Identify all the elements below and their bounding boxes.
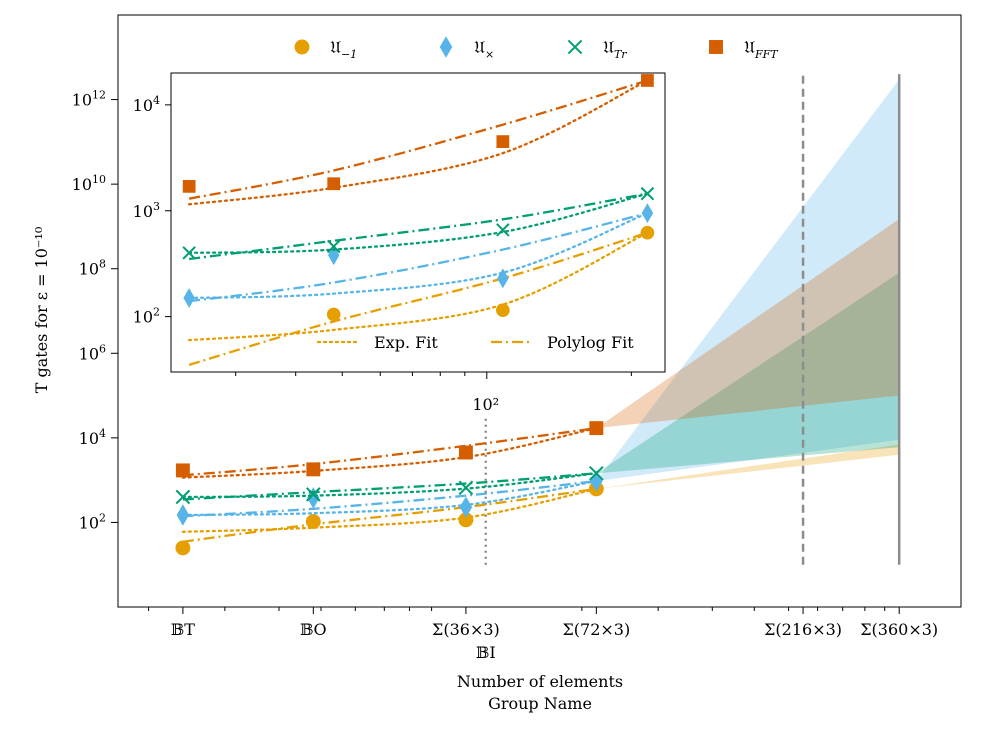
point-mult xyxy=(307,487,320,509)
main-minor-ticks xyxy=(148,607,886,611)
exp-fit-fft xyxy=(187,79,649,206)
point-inv xyxy=(458,512,474,528)
point-fft xyxy=(458,445,473,460)
main-x-ticks: 𝔹T 𝔹O Σ(36×3) Σ(72×3) Σ(216×3) Σ(360×3) 𝔹I 10² xyxy=(171,395,938,662)
x-axis-label-2: Group Name xyxy=(488,694,592,713)
point-tr xyxy=(306,487,321,502)
point-inv xyxy=(305,514,321,529)
band-mult xyxy=(596,79,900,482)
point-fft xyxy=(589,421,604,436)
x-tick-label: 𝔹T xyxy=(171,620,196,639)
point-mult xyxy=(641,203,654,224)
inset-plot-area: 102 103 104 Exp. Fit Polylog Fit xyxy=(133,72,666,379)
main-frame xyxy=(117,14,962,608)
point-mult xyxy=(176,504,190,526)
point-inv xyxy=(175,540,191,556)
inset-legend: Exp. Fit Polylog Fit xyxy=(316,333,634,352)
point-tr xyxy=(589,466,604,481)
inset-x-ticks xyxy=(235,372,632,379)
point-fft xyxy=(306,462,321,477)
inset-x-tick-label: 10² xyxy=(472,395,499,414)
point-fft xyxy=(641,74,654,87)
inset-y-ticks: 102 103 104 xyxy=(133,94,171,327)
inset-series xyxy=(182,74,655,367)
point-fft xyxy=(327,177,341,191)
point-mult xyxy=(497,268,509,289)
polylog-fit-tr xyxy=(182,472,597,501)
x-tick-label: Σ(72×3) xyxy=(562,620,630,639)
point-mult xyxy=(590,470,603,492)
legend-marker-fft xyxy=(709,40,723,54)
point-mult xyxy=(327,245,340,266)
polylog-fit-inv xyxy=(188,231,648,367)
legend-marker-tr xyxy=(567,39,583,55)
inset-frame xyxy=(170,72,666,373)
x-tick-label: 𝔹O xyxy=(300,620,327,639)
main-series xyxy=(175,421,604,556)
legend-label-fft: 𝔘FFT xyxy=(744,38,779,61)
point-inv xyxy=(326,307,341,322)
y-tick-label: 1012 xyxy=(72,89,106,110)
inset-legend-label: Exp. Fit xyxy=(374,333,438,352)
polylog-fit-tr xyxy=(189,192,648,261)
point-tr xyxy=(496,223,510,237)
exp-fit-tr xyxy=(181,472,598,499)
exp-fit-fft xyxy=(181,426,598,479)
polylog-fit-inv xyxy=(182,487,597,543)
band-inv xyxy=(596,444,900,489)
main-y-ticks: 102 104 106 108 1010 1012 xyxy=(72,89,118,532)
legend-label-mult: 𝔘× xyxy=(474,38,494,61)
x-tick-label: Σ(360×3) xyxy=(860,620,938,639)
point-fft xyxy=(496,135,510,148)
band-fft xyxy=(596,218,900,429)
polylog-fit-fft xyxy=(188,79,648,200)
x-axis-label: Number of elements xyxy=(457,672,623,691)
exp-fit-mult xyxy=(187,211,649,300)
legend-label-tr: 𝔘Tr xyxy=(603,38,627,61)
y-tick-label: 108 xyxy=(79,258,106,279)
exp-fit-inv xyxy=(187,231,649,342)
point-mult xyxy=(459,496,473,518)
x-tick-label: Σ(36×3) xyxy=(432,620,500,639)
y-tick-label: 104 xyxy=(79,427,106,448)
inset-legend-label: Polylog Fit xyxy=(547,333,634,352)
legend-marker-mult xyxy=(439,36,453,58)
point-tr xyxy=(175,489,191,505)
inset-y-tick-label: 103 xyxy=(133,200,160,221)
inset-y-tick-label: 102 xyxy=(133,306,160,327)
y-tick-label: 106 xyxy=(79,342,106,363)
exp-fit-tr xyxy=(187,192,649,255)
y-axis-label: T gates for ε = 10⁻¹⁰ xyxy=(32,227,51,394)
y-tick-label: 1010 xyxy=(72,173,106,194)
reference-lines xyxy=(484,74,901,565)
band-tr xyxy=(596,272,900,474)
polylog-fit-fft xyxy=(182,426,597,477)
point-tr xyxy=(458,480,474,496)
inset-y-tick-label: 104 xyxy=(133,94,160,115)
point-tr xyxy=(640,186,655,201)
y-tick-label: 102 xyxy=(79,511,106,532)
legend-label-inv: 𝔘−1 xyxy=(330,38,357,61)
point-fft xyxy=(175,463,190,478)
point-tr xyxy=(182,246,196,260)
polylog-fit-mult xyxy=(189,211,648,303)
exp-fit-inv xyxy=(181,487,598,533)
legend-marker-inv xyxy=(294,39,310,55)
point-fft xyxy=(182,179,196,193)
extrapolation-bands xyxy=(596,79,900,489)
point-inv xyxy=(496,303,510,318)
point-tr xyxy=(326,239,341,254)
x-tick-label: Σ(216×3) xyxy=(764,620,842,639)
exp-fit-mult xyxy=(181,479,598,517)
x-extra-label: 𝔹I xyxy=(476,643,496,662)
point-mult xyxy=(183,288,195,308)
main-legend: 𝔘−1 𝔘× 𝔘Tr 𝔘FFT xyxy=(294,36,779,61)
polylog-fit-mult xyxy=(182,479,597,518)
point-inv xyxy=(640,225,655,240)
